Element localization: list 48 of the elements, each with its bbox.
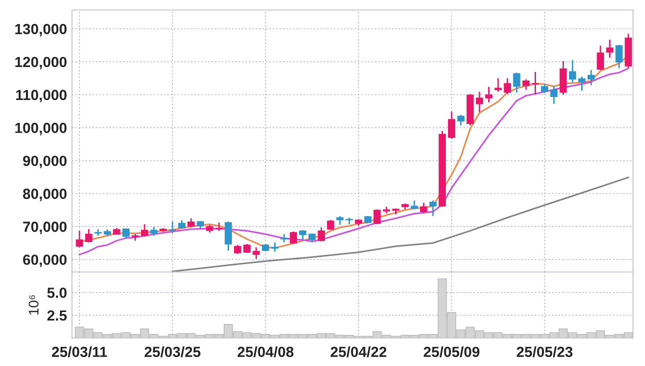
y-tick-label: 130,000 [15,24,67,36]
candlestick [299,229,306,240]
line-series [172,176,630,272]
y-tick-label: 90,000 [23,156,67,168]
x-tick-label: 25/05/23 [516,346,572,358]
candlestick [122,228,130,240]
candlestick [271,242,278,252]
candlestick [504,78,512,95]
candlestick [224,220,232,252]
candlestick [76,230,84,248]
candlestick [420,202,428,214]
y-tick-label: 100,000 [15,122,67,136]
x-tick-label: 25/04/08 [238,346,294,358]
x-tick-label: 25/05/09 [424,346,480,358]
y-tick-label: 110,000 [16,90,67,102]
candlestick [596,44,604,71]
y-tick-label: 2.5 [47,310,67,321]
x-tick-label: 25/04/22 [330,346,386,358]
y-tick-label: 80,000 [23,188,67,202]
y-tick-label: 5.0 [47,288,67,298]
candlestick [252,246,260,260]
y-tick-label: 70,000 [23,222,67,234]
candlestick [140,224,148,238]
candlestick [522,78,530,90]
candlestick [168,220,176,234]
x-tick-label: 25/03/25 [144,346,200,358]
candlestick [560,60,567,96]
candlestick [318,226,325,242]
candlestick [578,76,586,92]
candlestick [429,200,437,217]
candlestick [550,85,558,105]
candlestick [327,219,334,231]
candlestick [485,86,492,103]
candlestick [606,38,614,58]
candlestick [513,72,520,94]
candlestick [532,71,539,95]
candlestick [448,110,456,140]
candlestick [85,228,92,244]
y-tick-label: 120,000 [15,56,67,70]
candlestick [588,69,595,86]
candlestick [457,114,464,126]
y-axis-title: 10⁶ [28,295,39,315]
candlestick [290,230,298,245]
y-tick-label: 60,000 [23,254,67,268]
candlestick [568,59,576,84]
x-tick-label: 25/03/11 [52,346,108,358]
candlestick [615,44,623,70]
candlestick [476,91,484,113]
